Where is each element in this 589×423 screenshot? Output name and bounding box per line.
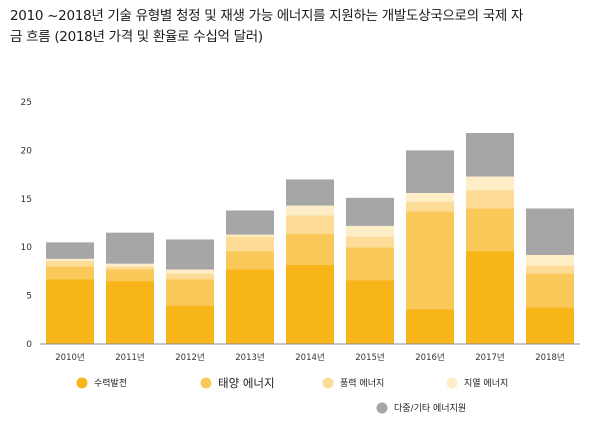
y-tick-label: 0 [26,340,32,350]
x-tick-label: 2013년 [235,352,264,363]
bar-segment [106,269,154,282]
bar-segment [106,266,154,270]
x-tick-label: 2015년 [355,352,384,363]
bar-segment [106,281,154,344]
bar-stack [286,179,334,344]
y-axis: 0 5 10 15 20 25 [21,98,33,350]
bar-segment [466,208,514,252]
bar-stack [406,150,454,344]
bar-segment [46,266,94,280]
bar-segment [406,309,454,344]
bar-segment [286,179,334,206]
bar-segment [46,258,94,261]
bar-segment [466,251,514,344]
x-tick-label: 2011년 [115,352,144,363]
x-tick-label: 2017년 [475,352,504,363]
y-tick-label: 5 [26,292,32,302]
bar-segment [166,305,214,344]
x-tick-label: 2018년 [535,352,564,363]
bar-segment [166,239,214,270]
bar-segment [346,197,394,226]
bar-stack [226,210,274,344]
bar-segment [286,205,334,216]
chart-title: 2010 ~2018년 기술 유형별 청정 및 재생 가능 에너지를 지원하는 … [10,6,570,48]
legend-swatch [322,377,334,389]
bar-stack [526,208,574,344]
x-tick-label: 2014년 [295,352,324,363]
bar-segment [526,265,574,274]
bar-segment [406,192,454,202]
bar-segment [46,242,94,259]
legend-swatch [76,377,88,389]
bar-segment [46,279,94,344]
bar-segment [286,264,334,344]
bar-segment [346,247,394,281]
bar-segment [166,273,214,280]
bar-segment [526,254,574,266]
legend-label: 지열 에너지 [464,378,508,389]
bar-stack [466,132,514,344]
legend-item: 수력발전 [76,377,127,389]
bar-segment [526,307,574,344]
legend-swatch [376,402,388,414]
bar-segment [226,210,274,235]
x-tick-label: 2016년 [415,352,444,363]
bar-segment [106,263,154,267]
legend-item: 태양 에너지 [200,376,275,390]
bar-stacks [46,132,574,344]
bar-segment [346,236,394,248]
bar-stack [166,239,214,344]
bar-segment [226,236,274,252]
legend-item: 풍력 에너지 [322,377,384,389]
bar-segment [226,251,274,270]
bar-segment [526,273,574,308]
bar-segment [286,233,334,265]
bar-segment [406,150,454,193]
bar-segment [466,176,514,191]
bar-segment [166,269,214,274]
bar-segment [166,279,214,306]
bar-segment [106,232,154,264]
bar-stack [346,197,394,344]
chart-title-line-1: 2010 ~2018년 기술 유형별 청정 및 재생 가능 에너지를 지원하는 … [10,8,524,24]
bar-segment [286,215,334,234]
legend-label: 다중/기타 에너지원 [394,403,466,414]
y-tick-label: 15 [21,195,32,205]
legend-label: 수력발전 [94,377,127,389]
legend-label: 태양 에너지 [218,376,275,390]
bar-stack [46,242,94,344]
bar-segment [346,225,394,237]
legend-swatch [446,377,458,389]
bar-stack [106,232,154,344]
bar-segment [46,260,94,267]
bar-segment [346,280,394,344]
x-tick-label: 2012년 [175,352,204,363]
x-tick-label: 2010년 [55,352,84,363]
y-tick-label: 25 [21,98,32,108]
bar-segment [526,208,574,255]
legend-label: 풍력 에너지 [340,377,384,389]
y-tick-label: 20 [21,146,33,156]
bar-segment [226,234,274,237]
chart-title-line-2: 금 흐름 (2018년 가격 및 환율로 수십억 달러) [10,29,263,45]
bar-segment [406,201,454,212]
bar-segment [226,269,274,344]
bar-segment [466,190,514,209]
legend-item: 다중/기타 에너지원 [376,402,466,414]
legend-swatch [200,377,212,389]
legend-item: 지열 에너지 [446,377,508,389]
bar-segment [406,211,454,310]
y-tick-label: 10 [21,243,33,253]
x-axis: 2010년 2011년 2012년 2013년 2014년 2015년 2016년 2017년… [40,343,580,363]
bar-segment [466,132,514,177]
